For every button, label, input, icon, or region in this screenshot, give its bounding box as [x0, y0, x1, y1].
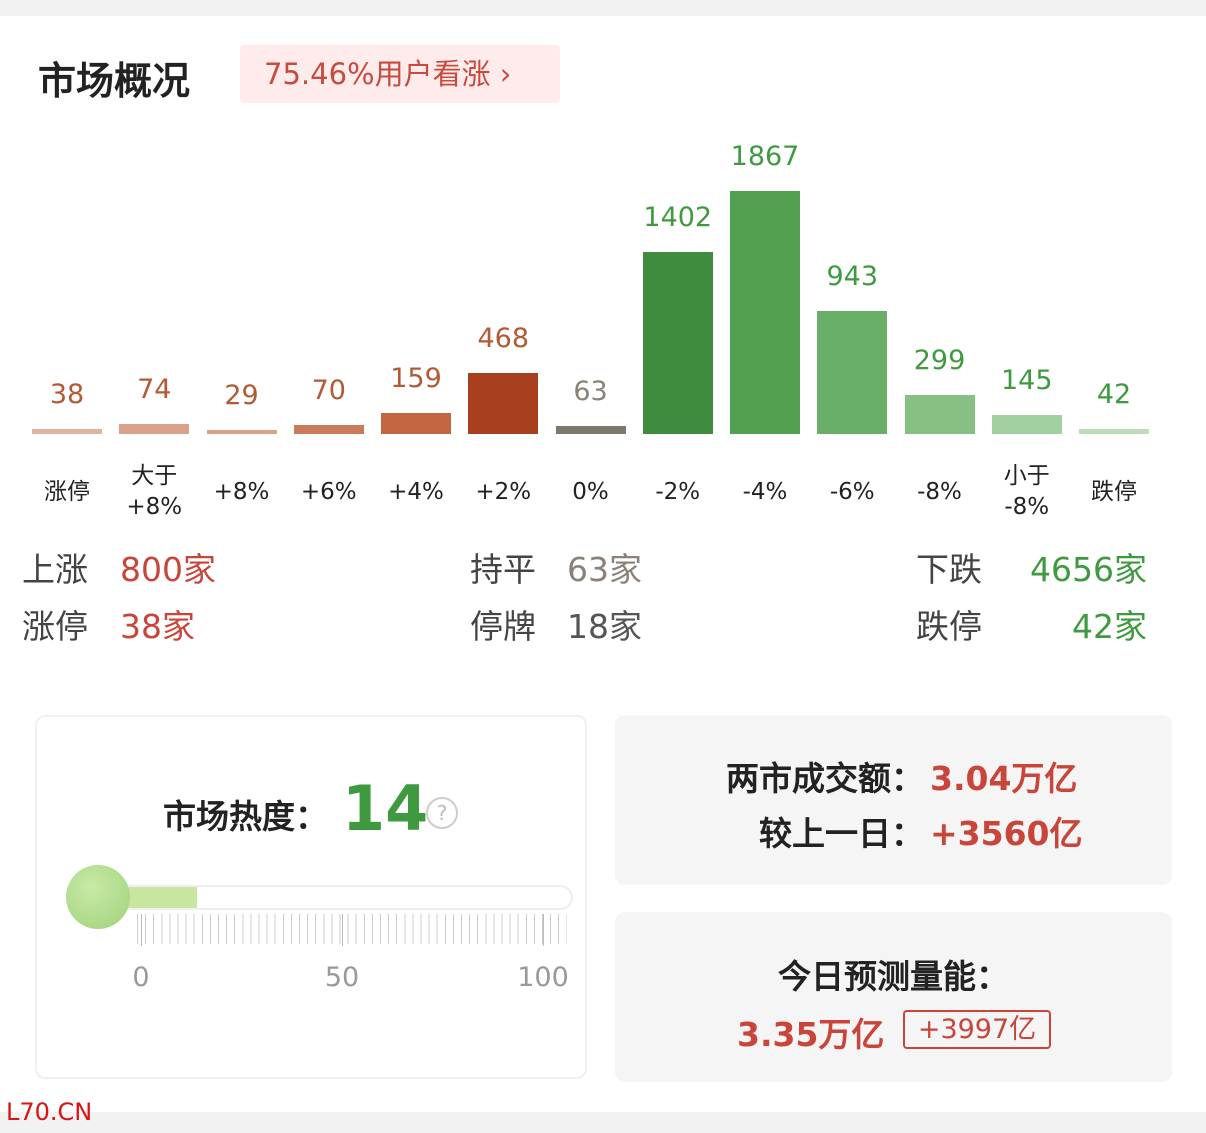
change-label: 较上一日： [759, 814, 924, 853]
top-strip [0, 0, 1206, 16]
forecast-card [615, 912, 1172, 1082]
gauge-tick-label: 0 [132, 962, 150, 993]
category-label: 涨停 [44, 479, 90, 505]
chart: 38 涨停 74 大于 +8% 29 +8% 70 +6% 159 +4% 468 +2% 63 0% 14… [0, 0, 1206, 540]
gauge-tick [543, 914, 544, 946]
bar [293, 424, 364, 434]
gauge-fill [110, 887, 198, 908]
summary-value: 63家 [567, 550, 642, 589]
value-label: 145 [1000, 365, 1053, 397]
category-label: +4% [388, 479, 444, 505]
value-label: 1867 [730, 141, 800, 172]
value-label: 63 [573, 375, 608, 407]
forecast-label: 今日预测量能： [778, 957, 1009, 996]
value-label: 29 [224, 380, 259, 412]
value-label: 159 [390, 363, 442, 395]
bar [1079, 428, 1149, 434]
category-label: 小于 -8% [1003, 463, 1050, 520]
gauge-tick-label: 50 [324, 962, 360, 993]
forecast-change: +3997亿 [903, 1010, 1051, 1049]
turnover-value: 3.04万亿 [930, 759, 1078, 798]
value-label: 42 [1096, 378, 1132, 410]
summary-value: 18家 [567, 607, 642, 646]
summary-label: 涨停 [22, 607, 88, 646]
value-label: 943 [826, 261, 879, 293]
category-label: +6% [300, 479, 357, 505]
summary-value: 800家 [120, 550, 216, 589]
category-label: 大于 +8% [126, 463, 183, 520]
category-label: +8% [213, 479, 270, 505]
bar [991, 415, 1062, 434]
category-label: 跌停 [1091, 479, 1137, 505]
bullish-badge[interactable]: 75.46%用户看涨 › [240, 45, 560, 103]
value-label: 299 [913, 345, 966, 377]
value-label: 1402 [643, 201, 713, 233]
bar [206, 430, 277, 434]
value-label: 468 [477, 323, 530, 355]
gauge-tick [342, 914, 343, 946]
category-label: -8% [917, 479, 962, 505]
category-label: +2% [475, 479, 532, 505]
summary-label: 停牌 [470, 607, 536, 646]
heat-card [35, 715, 587, 1079]
bar [642, 251, 713, 434]
turnover-card [615, 715, 1172, 885]
gauge-tick-label: 100 [517, 962, 569, 993]
value-label: 74 [137, 374, 172, 406]
bar [730, 191, 800, 434]
turnover-label: 两市成交额： [726, 759, 924, 798]
help-icon[interactable]: ? [426, 797, 458, 829]
watermark: L70.CN [6, 1098, 93, 1126]
bottom-strip [0, 1112, 1206, 1133]
summary-value: 38家 [120, 607, 195, 646]
bar [904, 395, 975, 434]
badge-text: 75.46%用户看涨 [264, 57, 491, 91]
bar [555, 425, 626, 434]
summary-label: 持平 [470, 550, 536, 589]
category-label: -6% [829, 479, 875, 505]
summary-value: 4656家 [1030, 550, 1147, 589]
summary-label: 上涨 [22, 550, 88, 589]
bar [119, 424, 190, 434]
gauge-tick [141, 914, 142, 946]
category-label: -2% [655, 479, 701, 505]
heat-value: 14 [342, 772, 429, 845]
change-value: +3560亿 [930, 814, 1083, 853]
category-label: -4% [742, 479, 788, 505]
bar [32, 429, 102, 434]
summary-label: 跌停 [916, 607, 982, 646]
forecast-value: 3.35万亿 [737, 1015, 885, 1054]
bar [468, 373, 539, 434]
value-label: 38 [49, 379, 85, 411]
gauge-bulb [66, 865, 130, 929]
bar [817, 311, 888, 434]
summary-label: 下跌 [916, 550, 982, 589]
title: 市场概况 [38, 59, 191, 103]
category-label: 0% [572, 479, 609, 505]
value-label: 70 [311, 374, 346, 406]
bar [381, 413, 451, 434]
summary-value: 42家 [1072, 607, 1147, 646]
gauge-minor-ticks [137, 914, 567, 944]
heat-label: 市场热度： [163, 797, 328, 836]
